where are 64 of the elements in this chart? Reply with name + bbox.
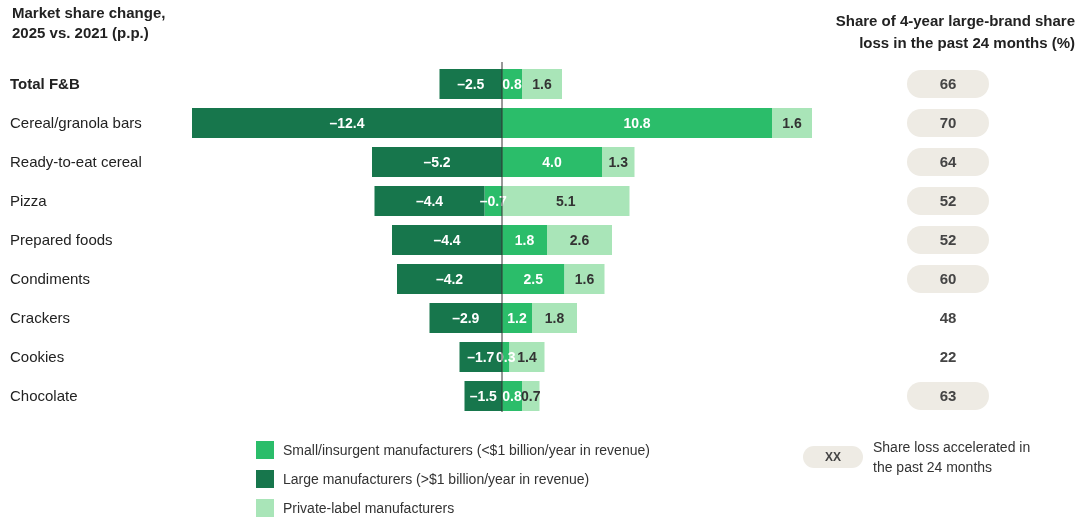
data-label: 2.5 [523, 270, 544, 287]
bar [392, 225, 502, 255]
data-label: 1.8 [514, 231, 535, 248]
data-label: –2.9 [452, 309, 480, 326]
data-label: –4.4 [415, 192, 444, 209]
data-label: –2.5 [457, 75, 485, 92]
text: Share of 4-year large-brand share loss in the past 24 months (%) [835, 12, 1075, 51]
bar [502, 108, 772, 138]
y-tick-label: Prepared foods [10, 231, 113, 249]
bar [372, 147, 502, 177]
data-label: 10.8 [623, 114, 651, 131]
data-label: 22 [939, 348, 957, 366]
bar [564, 264, 605, 294]
data-label: 1.6 [574, 270, 595, 287]
data-label: 5.1 [556, 192, 576, 209]
data-label: 60 [939, 270, 957, 288]
y-tick-label: Total F&B [10, 75, 80, 93]
data-label: 2.6 [569, 231, 590, 248]
y-tick-label: Ready-to-eat cereal [10, 153, 142, 171]
data-label: –4.4 [433, 231, 461, 248]
data-label: 64 [939, 153, 957, 171]
bar [429, 303, 502, 333]
data-label: –1.7 [467, 348, 495, 365]
y-tick-label: Crackers [10, 309, 71, 327]
text: XX [824, 450, 842, 465]
data-label: 4.0 [542, 153, 562, 170]
data-label: 1.3 [608, 153, 629, 170]
data-label: 52 [939, 231, 957, 249]
text: Share loss accelerated in the past 24 months [873, 438, 1031, 475]
bar [502, 147, 602, 177]
data-label: 52 [939, 192, 957, 210]
data-label: –4.2 [435, 270, 464, 287]
data-label: –12.4 [329, 114, 365, 131]
data-label: 1.2 [507, 309, 527, 326]
y-tick-label: Chocolate [10, 387, 78, 405]
data-label: 0.8 [502, 387, 522, 404]
legend-label: Small/insurgent manufacturers (<$1 billion/year in revenue) [283, 441, 650, 458]
bar [522, 69, 562, 99]
bar [772, 108, 812, 138]
data-label: 1.6 [782, 114, 802, 131]
bar [602, 147, 635, 177]
data-label: 1.4 [517, 348, 537, 365]
bar [439, 69, 502, 99]
data-label: 0.8 [502, 75, 522, 92]
bar [547, 225, 612, 255]
y-tick-label: Pizza [10, 192, 48, 210]
data-label: 48 [939, 309, 957, 327]
data-label: 66 [939, 75, 957, 93]
y-tick-label: Cereal/granola bars [10, 114, 142, 132]
bar [532, 303, 577, 333]
y-tick-label: Cookies [10, 348, 65, 366]
data-label: –1.5 [469, 387, 498, 404]
y-tick-label: Condiments [10, 270, 91, 288]
legend-label: Large manufacturers (>$1 billion/year in revenue) [283, 470, 590, 487]
data-label: 1.6 [532, 75, 552, 92]
chart-title: Market share change, 2025 vs. 2021 (p.p.) [12, 4, 166, 41]
data-label: 1.8 [544, 309, 565, 326]
data-label: 70 [939, 114, 957, 132]
bar [192, 108, 502, 138]
data-label: 63 [939, 387, 957, 405]
data-label: –5.2 [423, 153, 451, 170]
legend-label: Private-label manufacturers [283, 499, 455, 516]
bar [502, 264, 565, 294]
bar [397, 264, 502, 294]
